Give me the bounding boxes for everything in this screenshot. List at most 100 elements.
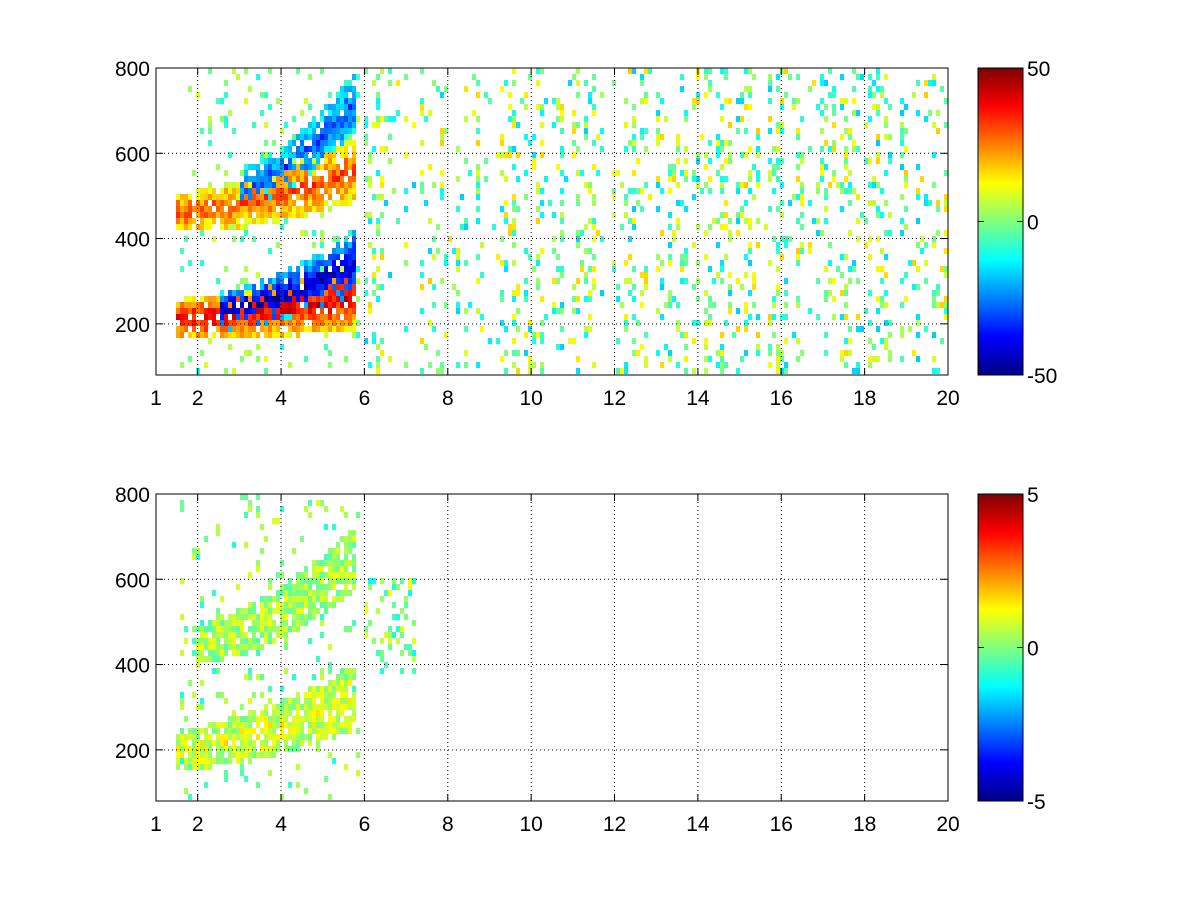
heatmap-cell bbox=[316, 704, 320, 710]
heatmap-cell bbox=[532, 152, 536, 158]
heatmap-cell bbox=[336, 110, 340, 116]
heatmap-cell bbox=[332, 560, 336, 566]
heatmap-cell bbox=[236, 746, 240, 752]
heatmap-cell bbox=[188, 680, 192, 686]
heatmap-cell bbox=[264, 626, 268, 632]
heatmap-cell bbox=[844, 152, 848, 158]
heatmap-cell bbox=[276, 608, 280, 614]
heatmap-cell bbox=[260, 152, 264, 158]
heatmap-cell bbox=[512, 146, 516, 152]
heatmap-cell bbox=[344, 542, 348, 548]
heatmap-cell bbox=[268, 68, 272, 74]
heatmap-cell bbox=[236, 320, 240, 326]
heatmap-cell bbox=[216, 752, 220, 758]
heatmap-cell bbox=[864, 158, 868, 164]
heatmap-cell bbox=[576, 368, 580, 374]
heatmap-cell bbox=[672, 164, 676, 170]
heatmap-cell bbox=[768, 314, 772, 320]
heatmap-cell bbox=[264, 608, 268, 614]
heatmap-cell bbox=[320, 320, 324, 326]
heatmap-cell bbox=[336, 290, 340, 296]
heatmap-cell bbox=[232, 368, 236, 374]
heatmap-cell bbox=[260, 614, 264, 620]
heatmap-cell bbox=[248, 746, 252, 752]
heatmap-cell bbox=[268, 314, 272, 320]
heatmap-cell bbox=[724, 158, 728, 164]
heatmap-cell bbox=[592, 278, 596, 284]
heatmap-cell bbox=[280, 620, 284, 626]
heatmap-cell bbox=[900, 140, 904, 146]
heatmap-cell bbox=[212, 302, 216, 308]
heatmap-cell bbox=[748, 92, 752, 98]
heatmap-cell bbox=[204, 782, 208, 788]
heatmap-cell bbox=[316, 716, 320, 722]
heatmap-cell bbox=[192, 638, 196, 644]
heatmap-cell bbox=[236, 608, 240, 614]
heatmap-cell bbox=[332, 200, 336, 206]
heatmap-cell bbox=[204, 206, 208, 212]
heatmap-cell bbox=[376, 170, 380, 176]
heatmap-cell bbox=[308, 614, 312, 620]
heatmap-cell bbox=[880, 278, 884, 284]
heatmap-cell bbox=[336, 92, 340, 98]
heatmap-cell bbox=[576, 356, 580, 362]
heatmap-cell bbox=[464, 308, 468, 314]
heatmap-cell bbox=[304, 704, 308, 710]
heatmap-cell bbox=[352, 326, 356, 332]
heatmap-cell bbox=[784, 302, 788, 308]
heatmap-cell bbox=[388, 80, 392, 86]
heatmap-cell bbox=[860, 212, 864, 218]
heatmap-cell bbox=[232, 212, 236, 218]
heatmap-cell bbox=[720, 368, 724, 374]
heatmap-cell bbox=[540, 110, 544, 116]
heatmap-cell bbox=[352, 128, 356, 134]
heatmap-cell bbox=[868, 200, 872, 206]
heatmap-cell bbox=[384, 590, 388, 596]
heatmap-cell bbox=[224, 302, 228, 308]
y-tick-label: 400 bbox=[115, 655, 150, 678]
heatmap-cell bbox=[312, 596, 316, 602]
heatmap-cell bbox=[224, 122, 228, 128]
heatmap-cell bbox=[476, 194, 480, 200]
heatmap-cell bbox=[380, 596, 384, 602]
heatmap-cell bbox=[364, 140, 368, 146]
heatmap-cell bbox=[512, 122, 516, 128]
heatmap-cell bbox=[332, 266, 336, 272]
heatmap-cell bbox=[280, 314, 284, 320]
heatmap-cell bbox=[372, 278, 376, 284]
heatmap-cell bbox=[316, 578, 320, 584]
heatmap-cell bbox=[292, 716, 296, 722]
heatmap-cell bbox=[376, 122, 380, 128]
heatmap-cell bbox=[280, 182, 284, 188]
heatmap-cell bbox=[308, 206, 312, 212]
heatmap-cell bbox=[516, 308, 520, 314]
heatmap-cell bbox=[332, 146, 336, 152]
heatmap-cell bbox=[236, 326, 240, 332]
heatmap-cell bbox=[528, 356, 532, 362]
heatmap-cell bbox=[316, 572, 320, 578]
heatmap-cell bbox=[524, 104, 528, 110]
heatmap-cell bbox=[260, 644, 264, 650]
heatmap-cell bbox=[552, 248, 556, 254]
heatmap-cell bbox=[572, 122, 576, 128]
heatmap-cell bbox=[352, 254, 356, 260]
heatmap-cell bbox=[248, 626, 252, 632]
heatmap-cell bbox=[632, 146, 636, 152]
heatmap-cell bbox=[288, 302, 292, 308]
heatmap-cell bbox=[252, 320, 256, 326]
heatmap-cell bbox=[284, 722, 288, 728]
heatmap-cell bbox=[232, 632, 236, 638]
heatmap-cell bbox=[924, 326, 928, 332]
heatmap-cell bbox=[336, 314, 340, 320]
heatmap-cell bbox=[776, 344, 780, 350]
heatmap-cell bbox=[812, 80, 816, 86]
heatmap-cell bbox=[244, 224, 248, 230]
heatmap-cell bbox=[228, 182, 232, 188]
heatmap-cell bbox=[560, 212, 564, 218]
heatmap-cell bbox=[312, 260, 316, 266]
heatmap-cell bbox=[384, 200, 388, 206]
heatmap-cell bbox=[396, 614, 400, 620]
heatmap-cell bbox=[272, 518, 276, 524]
heatmap-cell bbox=[880, 338, 884, 344]
heatmap-cell bbox=[188, 296, 192, 302]
